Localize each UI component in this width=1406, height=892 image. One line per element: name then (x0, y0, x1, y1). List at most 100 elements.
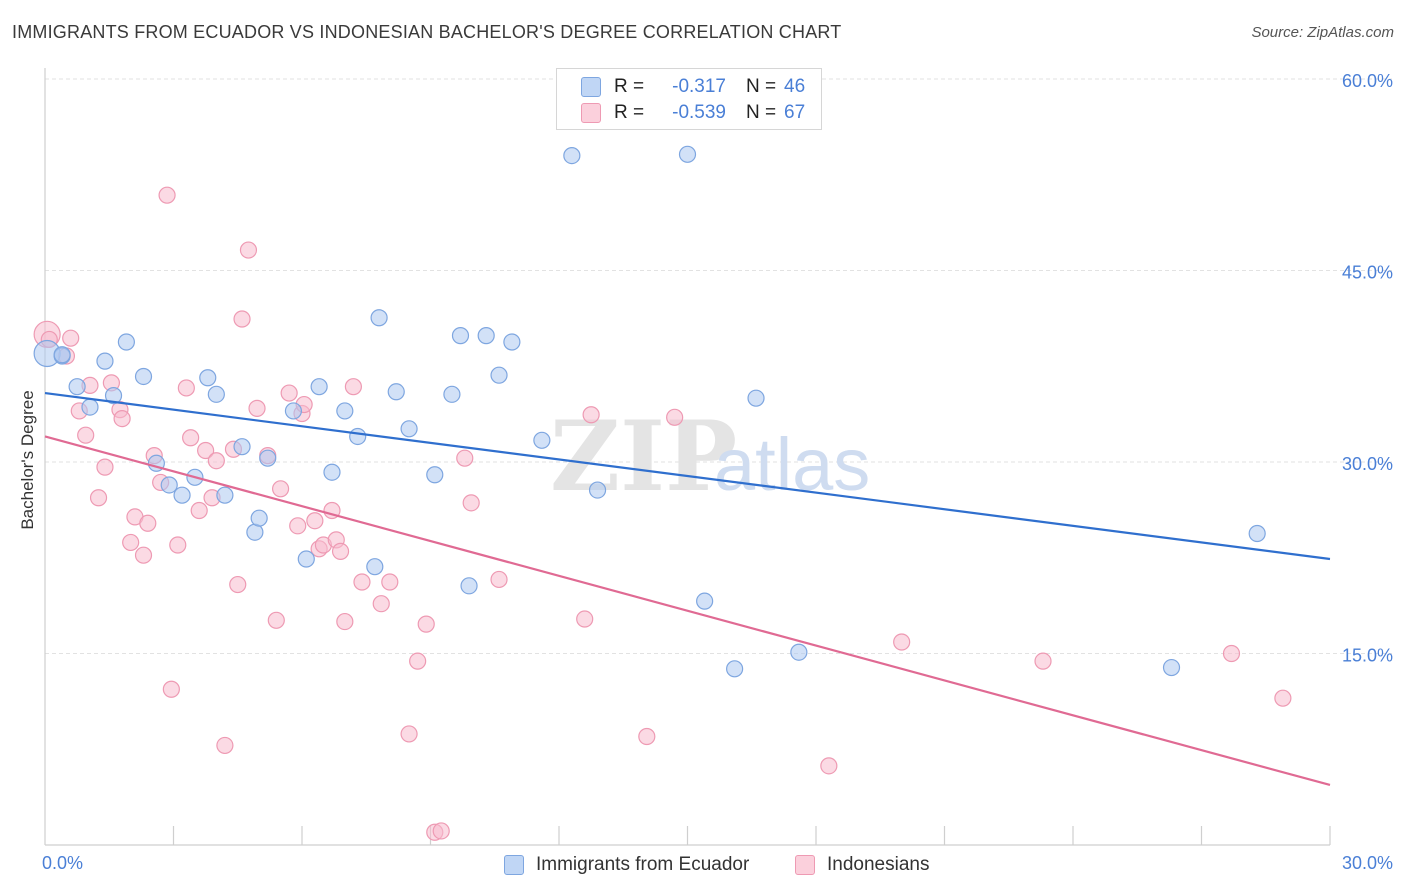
ecuador-point (68, 378, 86, 396)
n-label: N = (746, 102, 777, 123)
ecuador-point (336, 402, 354, 420)
indonesian-point (182, 429, 200, 447)
ecuador-point (104, 387, 123, 405)
indonesian-point (490, 570, 508, 589)
ecuador-point (460, 577, 478, 595)
indonesian-point (381, 573, 399, 591)
indonesian-point (409, 652, 427, 670)
indonesian-point (139, 514, 157, 532)
watermark-zip: ZIP (550, 400, 737, 513)
indonesian-point (372, 595, 390, 613)
indonesian-point (400, 725, 418, 743)
indonesian-point (666, 408, 684, 426)
stats-row-indonesian: R = -0.539 N = 67 (581, 101, 805, 125)
indonesian-point (336, 612, 354, 631)
series-legend: Immigrants from Ecuador Indonesians (0, 852, 1406, 878)
r-label: R = (614, 76, 645, 97)
indonesian-point (344, 378, 362, 396)
ecuador-point (726, 660, 744, 678)
x-tick-label: 30.0% (1342, 853, 1393, 873)
indonesian-swatch (581, 103, 601, 123)
ecuador-point (370, 309, 388, 327)
ecuador-swatch (581, 77, 601, 97)
indonesian-point (169, 536, 187, 554)
indonesian-point (158, 186, 176, 204)
ecuador-point (323, 463, 341, 481)
ecuador-point (117, 333, 135, 351)
n-value: 67 (784, 102, 806, 123)
indonesian-point (893, 633, 911, 651)
indonesian-point (289, 517, 307, 535)
ecuador-point (250, 509, 268, 527)
ecuador-point (207, 385, 225, 403)
indonesian-point (89, 489, 108, 507)
ecuador-point (426, 466, 444, 484)
indonesian-point (331, 542, 350, 560)
y-axis-label: Bachelor's Degree (18, 390, 37, 530)
ecuador-trend-line (44, 391, 1331, 561)
ecuador-point (53, 346, 71, 364)
indonesian-point (271, 480, 290, 498)
indonesian-point (417, 615, 435, 633)
ecuador-point (297, 550, 315, 568)
indonesian-point (1222, 644, 1241, 663)
indonesian-point (353, 573, 371, 591)
y-tick-label: 15.0% (1342, 646, 1393, 666)
ecuador-point (400, 420, 418, 438)
ecuador-point (588, 481, 607, 499)
ecuador-point (678, 145, 697, 163)
indonesian-point (432, 822, 450, 840)
indonesian-point (267, 611, 285, 629)
ecuador-point (81, 398, 99, 416)
ecuador-point (160, 476, 178, 494)
indonesian-point (1034, 652, 1052, 670)
indonesian-point (638, 727, 656, 746)
chart-title: IMMIGRANTS FROM ECUADOR VS INDONESIAN BA… (12, 22, 842, 42)
ecuador-point (1248, 524, 1266, 543)
indonesian-point (456, 449, 474, 467)
ecuador-point (366, 558, 384, 576)
ecuador-legend-swatch (504, 855, 524, 875)
chart-source: Source: ZipAtlas.com (1251, 24, 1394, 41)
indonesian-point (216, 736, 234, 755)
stats-row-ecuador: R = -0.317 N = 46 (581, 75, 805, 99)
indonesian-trend-line (44, 435, 1331, 787)
y-tick-label: 60.0% (1342, 71, 1393, 91)
stats-legend: R = -0.317 N = 46 R = -0.539 N = 67 (556, 68, 822, 130)
indonesian-point (239, 241, 258, 259)
ecuador-point (284, 402, 303, 420)
ecuador-point (233, 438, 251, 456)
indonesian-point (62, 329, 80, 347)
ecuador-point (173, 486, 191, 504)
y-tick-label: 30.0% (1342, 454, 1393, 474)
ecuador-point (477, 327, 495, 345)
indonesian-point (1274, 689, 1292, 707)
ecuador-point (1162, 658, 1181, 677)
indonesian-point (582, 406, 600, 424)
indonesian-point (113, 409, 131, 428)
ecuador-point (96, 352, 114, 370)
n-value: 46 (784, 76, 806, 97)
indonesian-point (462, 494, 480, 512)
ecuador-point (134, 367, 153, 386)
indonesian-point (207, 452, 225, 470)
legend-label: Indonesians (827, 854, 930, 875)
indonesian-point (177, 379, 195, 397)
legend-item-indonesians[interactable]: Indonesians (795, 852, 929, 878)
ecuador-point (503, 333, 521, 351)
indonesian-point (233, 310, 251, 328)
ecuador-point (259, 449, 277, 467)
ecuador-point (696, 592, 714, 610)
indonesian-point (134, 546, 153, 564)
ecuador-point (199, 369, 217, 387)
indonesian-point (122, 533, 140, 552)
ecuador-point (563, 147, 581, 165)
ecuador-point (451, 327, 470, 345)
legend-item-ecuador[interactable]: Immigrants from Ecuador (504, 852, 749, 878)
indonesian-point (190, 501, 208, 520)
ecuador-point (387, 383, 405, 401)
indonesian-point (229, 575, 247, 594)
indonesian-point (197, 441, 215, 460)
legend-label: Immigrants from Ecuador (536, 854, 750, 875)
